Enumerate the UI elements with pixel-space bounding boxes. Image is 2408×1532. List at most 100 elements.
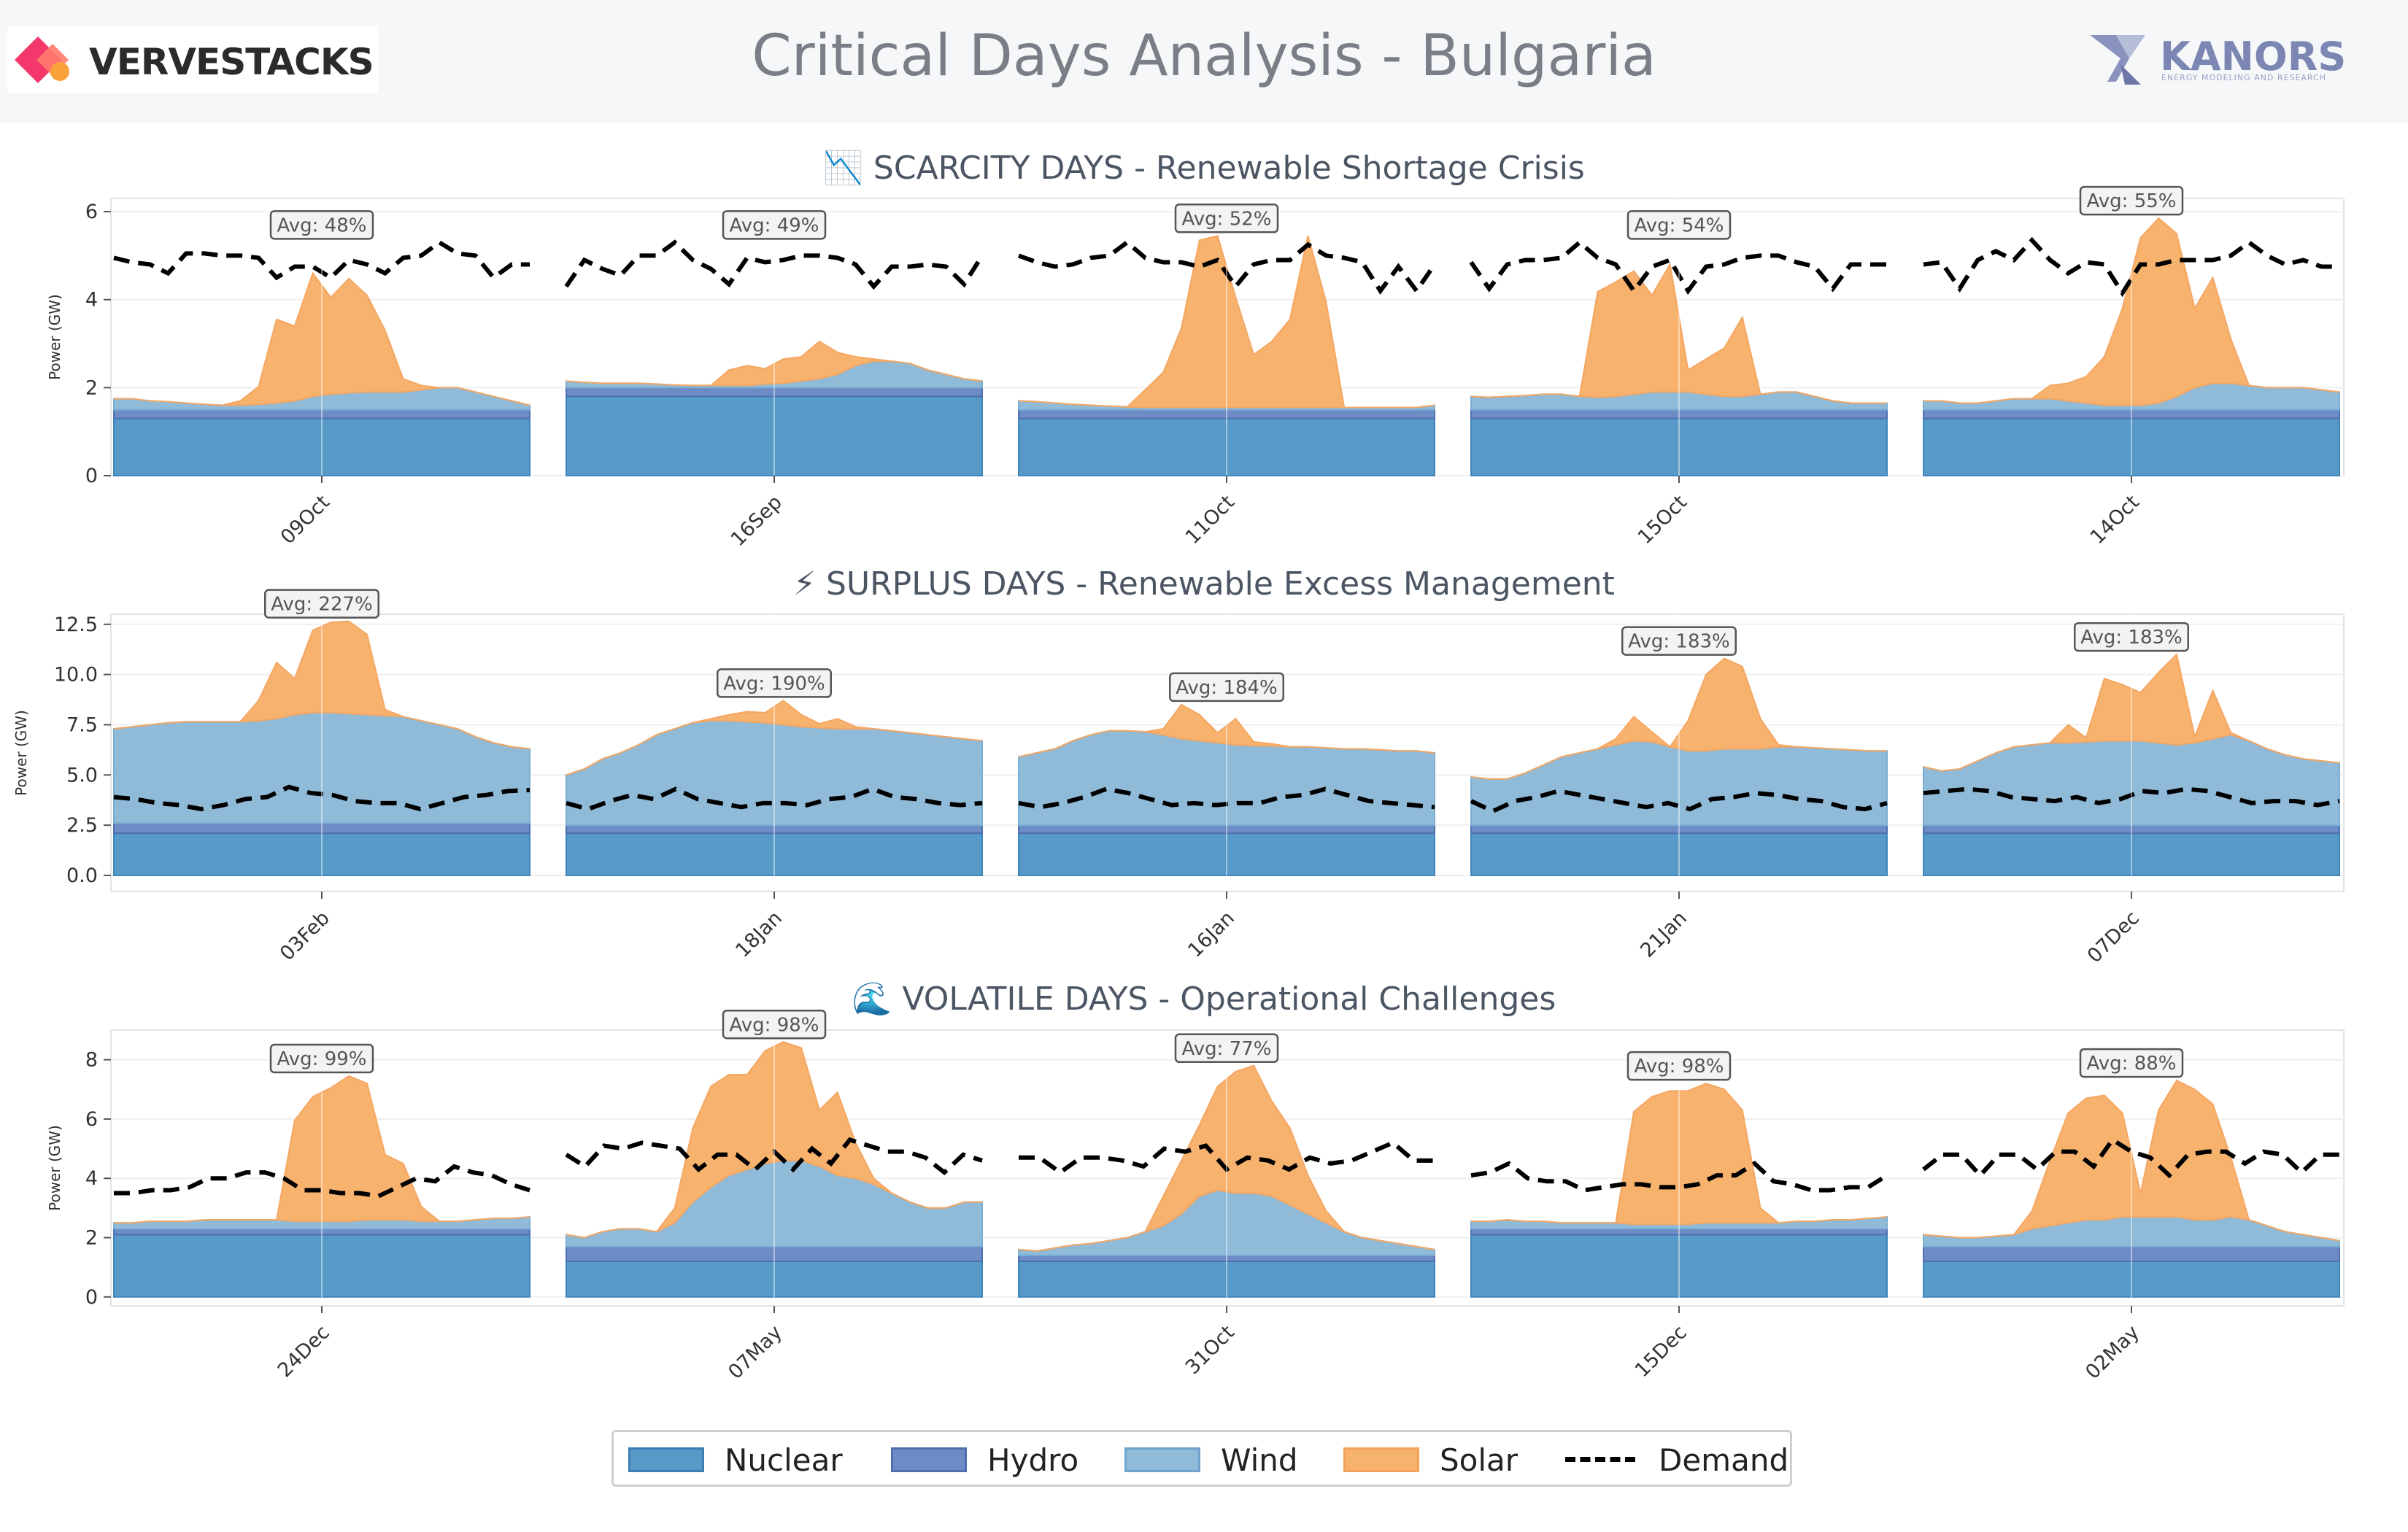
annotation-box xyxy=(2079,185,2184,216)
solar-area xyxy=(1923,217,2340,406)
solar-area xyxy=(1018,235,1435,409)
xtick-label: 21Jan xyxy=(1636,907,1691,962)
ytick-label: 0 xyxy=(85,1286,98,1309)
ytick-label: 12.5 xyxy=(54,614,98,636)
annotation-box xyxy=(264,589,379,619)
xtick-label: 18Jan xyxy=(731,907,787,962)
vervestacks-logo-text: VERVESTACKS xyxy=(89,41,374,83)
kanors-logo-mark xyxy=(2090,35,2145,85)
day-03feb: 03Feb Avg: 227% xyxy=(113,589,530,965)
solar-area xyxy=(1470,657,1887,780)
demand-line xyxy=(1922,1137,2339,1179)
annotation-label: Avg: 54% xyxy=(1635,214,1724,236)
xtick-label: 02May xyxy=(2081,1321,2144,1384)
solar-area xyxy=(566,1041,982,1239)
legend-swatch-nuclear xyxy=(628,1447,704,1472)
annotation-box xyxy=(1174,1033,1279,1064)
ytick-label: 5.0 xyxy=(66,764,98,786)
demand-line xyxy=(1470,1161,1888,1193)
annotation-box xyxy=(1169,672,1284,703)
panel-3: 0 2 4 6 8 Power (GW) 🌊 VOLATILE DAYS - Operati… xyxy=(46,980,2345,1384)
xtick-label: 09Oct xyxy=(277,491,334,549)
y-axis-label: Power (GW) xyxy=(46,1125,63,1211)
solar-area xyxy=(1470,262,1887,404)
annotation-box xyxy=(722,1010,827,1040)
xtick-label: 16Sep xyxy=(727,491,787,551)
annotation-box xyxy=(2074,622,2189,652)
xtick-label: 24Dec xyxy=(274,1321,334,1382)
solar-area xyxy=(566,700,983,776)
demand-line xyxy=(566,786,983,812)
annotation-box xyxy=(269,210,374,240)
annotation-box xyxy=(1626,1051,1732,1081)
annotation-label: Avg: 48% xyxy=(277,214,367,236)
legend-swatch-demand xyxy=(1565,1457,1635,1462)
ytick-label: 2 xyxy=(85,1227,98,1250)
annotation-box xyxy=(1174,204,1279,233)
day-15oct: 15Oct Avg: 54% xyxy=(1469,198,1888,549)
day-02may: 02May Avg: 88% xyxy=(1922,1030,2340,1384)
ytick-label: 4 xyxy=(85,289,98,312)
ytick-label: 8 xyxy=(85,1049,98,1072)
annotation-label: Avg: 98% xyxy=(730,1014,819,1036)
solar-area xyxy=(1471,1083,1888,1226)
solar-area xyxy=(1923,653,2340,772)
demand-line xyxy=(565,1137,983,1176)
annotation-label: Avg: 49% xyxy=(730,214,819,236)
day-16jan: 16Jan Avg: 184% xyxy=(1018,614,1435,962)
panel-1: 0 2 4 6 Power (GW) 📉 SCARCITY DAYS - Renewabl… xyxy=(46,150,2345,551)
legend-label-nuclear: Nuclear xyxy=(725,1442,843,1478)
annotation-box xyxy=(1621,626,1737,656)
ytick-label: 6 xyxy=(85,1108,98,1131)
xtick-label: 07May xyxy=(724,1321,787,1384)
demand-line xyxy=(564,239,984,290)
annotation-label: Avg: 98% xyxy=(1635,1056,1724,1078)
annotation-box xyxy=(717,668,832,698)
panel-title: ⚡ SURPLUS DAYS - Renewable Excess Manage… xyxy=(793,565,1615,603)
xtick-label: 14Oct xyxy=(2086,491,2144,549)
annotation-box xyxy=(2079,1048,2184,1078)
demand-line xyxy=(1019,1140,1435,1175)
critical-days-chart: 0 2 4 6 Power (GW) 📉 SCARCITY DAYS - Renewabl… xyxy=(12,150,2345,1384)
day-21jan: 21Jan Avg: 183% xyxy=(1470,614,1888,962)
vervestacks-logo-mark xyxy=(15,36,69,83)
annotation-label: Avg: 55% xyxy=(2087,190,2177,212)
demand-line xyxy=(1923,786,2340,808)
annotation-label: Avg: 227% xyxy=(271,594,373,616)
xtick-label: 15Dec xyxy=(1631,1321,1691,1382)
annotation-label: Avg: 99% xyxy=(277,1048,367,1070)
ytick-label: 4 xyxy=(85,1167,98,1190)
y-axis-label: Power (GW) xyxy=(46,294,63,380)
panel-title: 🌊 VOLATILE DAYS - Operational Challenges xyxy=(852,980,1556,1018)
annotation-label: Avg: 77% xyxy=(1182,1038,1272,1060)
annotation-box xyxy=(269,1043,374,1074)
solar-area xyxy=(114,1075,530,1224)
solar-area xyxy=(113,620,530,750)
kanors-logo-subtext: ENERGY MODELING AND RESEARCH xyxy=(2161,73,2326,82)
legend-swatch-hydro xyxy=(891,1447,967,1472)
day-07dec: 07Dec Avg: 183% xyxy=(1923,614,2340,967)
legend-swatch-solar xyxy=(1343,1447,1419,1472)
day-11oct: 11Oct Avg: 52% xyxy=(1017,198,1437,549)
annotation-label: Avg: 184% xyxy=(1176,677,1278,699)
legend-label-solar: Solar xyxy=(1440,1442,1518,1478)
solar-area xyxy=(1923,1079,2340,1242)
ytick-label: 7.5 xyxy=(66,713,98,736)
header-bar: VERVESTACKS Critical Days Analysis - Bul… xyxy=(0,0,2408,123)
ytick-label: 2 xyxy=(85,376,98,399)
annotation-label: Avg: 52% xyxy=(1182,208,1272,230)
annotation-label: Avg: 88% xyxy=(2087,1053,2177,1075)
demand-line xyxy=(1470,789,1888,814)
xtick-label: 15Oct xyxy=(1634,491,1691,549)
y-axis-label: Power (GW) xyxy=(12,710,30,796)
page-title: Critical Days Analysis - Bulgaria xyxy=(752,23,1656,89)
annotation-label: Avg: 183% xyxy=(1628,631,1730,653)
annotation-label: Avg: 183% xyxy=(2080,627,2183,649)
demand-line xyxy=(1017,239,1437,295)
xtick-label: 16Jan xyxy=(1184,907,1239,962)
day-09oct: 09Oct Avg: 48% xyxy=(113,198,530,549)
panel-title: 📉 SCARCITY DAYS - Renewable Shortage Cri… xyxy=(823,150,1585,187)
legend-label-demand: Demand xyxy=(1659,1442,1789,1478)
day-18jan: 18Jan Avg: 190% xyxy=(566,614,983,962)
ytick-label: 6 xyxy=(85,201,98,223)
